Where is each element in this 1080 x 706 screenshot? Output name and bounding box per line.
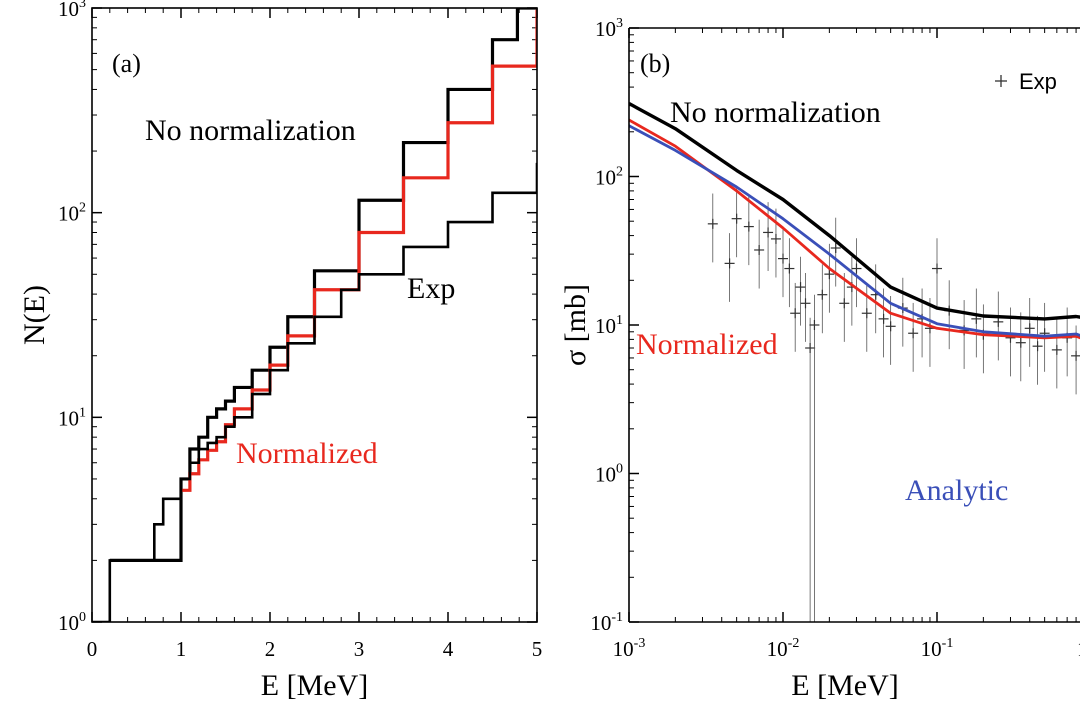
series-line-normalized — [629, 118, 1080, 340]
y-tick-label: 103 — [58, 0, 86, 21]
panel-a: 100 101 102 103 0 1 2 3 4 5 (a) No normalization Exp… — [18, 0, 542, 702]
y-tick-label: 101 — [595, 313, 623, 338]
annotation-normalized: Normalized — [236, 437, 378, 470]
annotation-no-normalization: No normalization — [670, 96, 881, 129]
y-axis-title: N(E) — [18, 285, 51, 345]
x-tick-label: 2 — [265, 637, 276, 661]
y-tick-label: 10-1 — [590, 610, 623, 635]
annotation-analytic: Analytic — [905, 474, 1008, 507]
y-tick-label: 102 — [58, 201, 86, 226]
panel-label-a: (a) — [112, 49, 141, 78]
annotation-exp: Exp — [407, 272, 455, 305]
x-axis-title: E [MeV] — [261, 669, 368, 702]
x-tick-label: 100 — [1077, 636, 1080, 661]
x-tick-label: 5 — [532, 637, 543, 661]
y-tick-label: 101 — [58, 405, 86, 430]
x-tick-label: 10-3 — [613, 636, 646, 661]
series-line-exp — [92, 162, 537, 622]
x-tick-label: 4 — [443, 637, 454, 661]
series-line-analytic — [629, 124, 1080, 338]
y-tick-label: 100 — [595, 462, 623, 487]
y-tick-label: 103 — [595, 16, 623, 41]
y-axis-title: σ [mb] — [559, 284, 592, 366]
y-tick-label: 100 — [58, 610, 86, 635]
x-tick-label: 1 — [176, 637, 187, 661]
panel-b: 10-110010110210310-310-210-1100101Exp(b)… — [559, 16, 1080, 702]
x-tick-label: 3 — [354, 637, 365, 661]
x-tick-label: 10-1 — [921, 636, 954, 661]
x-axis-title: E [MeV] — [791, 669, 898, 702]
annotation-normalized: Normalized — [636, 328, 778, 361]
series-line-no_norm — [109, 8, 537, 562]
panel-label-b: (b) — [640, 49, 670, 78]
series-line-no_norm — [629, 102, 1080, 321]
x-tick-label: 0 — [87, 637, 98, 661]
x-tick-label: 10-2 — [767, 636, 800, 661]
y-tick-label: 102 — [595, 165, 623, 190]
legend-label-exp: Exp — [1019, 69, 1057, 94]
annotation-no-normalization: No normalization — [145, 114, 356, 147]
plot-frame-a — [91, 7, 538, 623]
